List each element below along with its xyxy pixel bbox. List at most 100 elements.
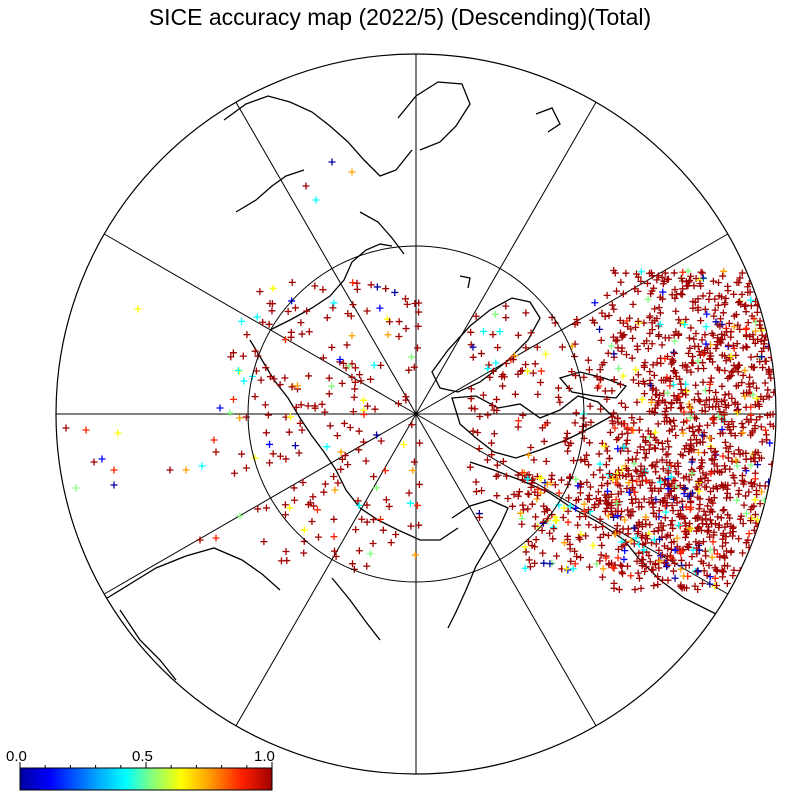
accuracy-marker	[488, 451, 496, 459]
accuracy-marker	[632, 366, 640, 374]
accuracy-marker	[302, 182, 310, 190]
accuracy-marker	[527, 483, 535, 491]
accuracy-marker	[281, 511, 289, 519]
accuracy-marker	[560, 504, 568, 512]
accuracy-marker	[694, 295, 702, 303]
accuracy-marker	[343, 341, 351, 349]
accuracy-marker	[615, 364, 623, 372]
svalbard-coast	[459, 275, 471, 289]
accuracy-marker	[635, 473, 643, 481]
accuracy-marker	[628, 484, 636, 492]
accuracy-marker	[670, 269, 678, 277]
accuracy-marker	[751, 475, 759, 483]
accuracy-marker	[579, 422, 587, 430]
accuracy-marker	[618, 562, 626, 570]
accuracy-marker	[655, 474, 663, 482]
accuracy-marker	[759, 364, 767, 372]
accuracy-marker	[714, 364, 722, 372]
accuracy-marker	[670, 567, 678, 575]
accuracy-marker	[756, 500, 764, 508]
accuracy-marker	[531, 559, 539, 567]
accuracy-marker	[741, 464, 749, 472]
accuracy-marker	[645, 498, 653, 506]
accuracy-marker	[747, 455, 755, 463]
accuracy-marker	[484, 411, 492, 419]
accuracy-marker	[614, 554, 622, 562]
accuracy-marker	[269, 284, 277, 292]
accuracy-marker	[531, 543, 539, 551]
accuracy-marker	[284, 308, 292, 316]
accuracy-marker	[621, 547, 629, 555]
accuracy-marker	[710, 494, 718, 502]
accuracy-marker	[567, 557, 575, 565]
accuracy-marker	[642, 513, 650, 521]
accuracy-marker	[300, 526, 308, 534]
accuracy-marker	[651, 317, 659, 325]
accuracy-marker	[690, 282, 698, 290]
meridian-lines	[56, 54, 776, 774]
accuracy-marker	[699, 559, 707, 567]
meridian-line	[415, 101, 597, 415]
accuracy-marker	[646, 558, 654, 566]
accuracy-marker	[638, 520, 646, 528]
accuracy-marker	[597, 336, 605, 344]
accuracy-marker	[325, 374, 333, 382]
accuracy-marker	[469, 343, 477, 351]
accuracy-marker	[402, 295, 410, 303]
colorbar-label-min: 0.0	[6, 748, 27, 765]
accuracy-marker	[576, 489, 584, 497]
accuracy-marker	[698, 336, 706, 344]
accuracy-marker	[709, 277, 717, 285]
accuracy-marker	[683, 542, 691, 550]
accuracy-marker	[671, 294, 679, 302]
accuracy-marker	[713, 550, 721, 558]
accuracy-marker	[318, 400, 326, 408]
accuracy-marker	[90, 458, 98, 466]
accuracy-marker	[655, 564, 663, 572]
accuracy-marker	[689, 353, 697, 361]
accuracy-marker	[521, 543, 529, 551]
accuracy-marker	[282, 455, 290, 463]
accuracy-marker	[729, 471, 737, 479]
accuracy-marker	[594, 384, 602, 392]
accuracy-marker	[719, 309, 727, 317]
accuracy-marker	[615, 586, 623, 594]
accuracy-marker	[752, 384, 760, 392]
accuracy-marker	[583, 478, 591, 486]
accuracy-marker	[608, 413, 616, 421]
accuracy-marker	[198, 462, 206, 470]
accuracy-marker	[624, 424, 632, 432]
accuracy-marker	[713, 582, 721, 589]
accuracy-marker	[633, 449, 641, 457]
accuracy-marker	[349, 301, 357, 309]
accuracy-marker	[367, 281, 375, 289]
accuracy-marker	[694, 567, 702, 575]
accuracy-marker	[587, 418, 595, 426]
accuracy-marker	[297, 401, 305, 409]
accuracy-marker	[539, 518, 547, 526]
accuracy-marker	[694, 357, 702, 365]
accuracy-marker	[242, 464, 250, 472]
accuracy-marker	[634, 346, 642, 354]
accuracy-marker	[622, 269, 630, 277]
accuracy-marker	[467, 328, 475, 336]
accuracy-marker	[655, 397, 663, 405]
accuracy-marker	[646, 376, 654, 384]
accuracy-marker	[649, 500, 657, 508]
accuracy-marker	[467, 404, 475, 412]
accuracy-marker	[689, 298, 697, 306]
accuracy-marker	[667, 404, 675, 412]
accuracy-marker	[625, 488, 633, 496]
accuracy-marker	[416, 439, 424, 447]
accuracy-marker	[658, 274, 666, 282]
accuracy-marker	[686, 505, 694, 513]
accuracy-marker	[712, 566, 720, 574]
accuracy-marker	[564, 507, 572, 515]
accuracy-marker	[483, 456, 491, 464]
accuracy-marker	[524, 490, 532, 498]
accuracy-marker	[391, 288, 399, 296]
accuracy-marker	[502, 302, 510, 310]
accuracy-marker	[751, 339, 759, 347]
accuracy-marker	[493, 461, 501, 469]
accuracy-marker	[695, 449, 703, 457]
